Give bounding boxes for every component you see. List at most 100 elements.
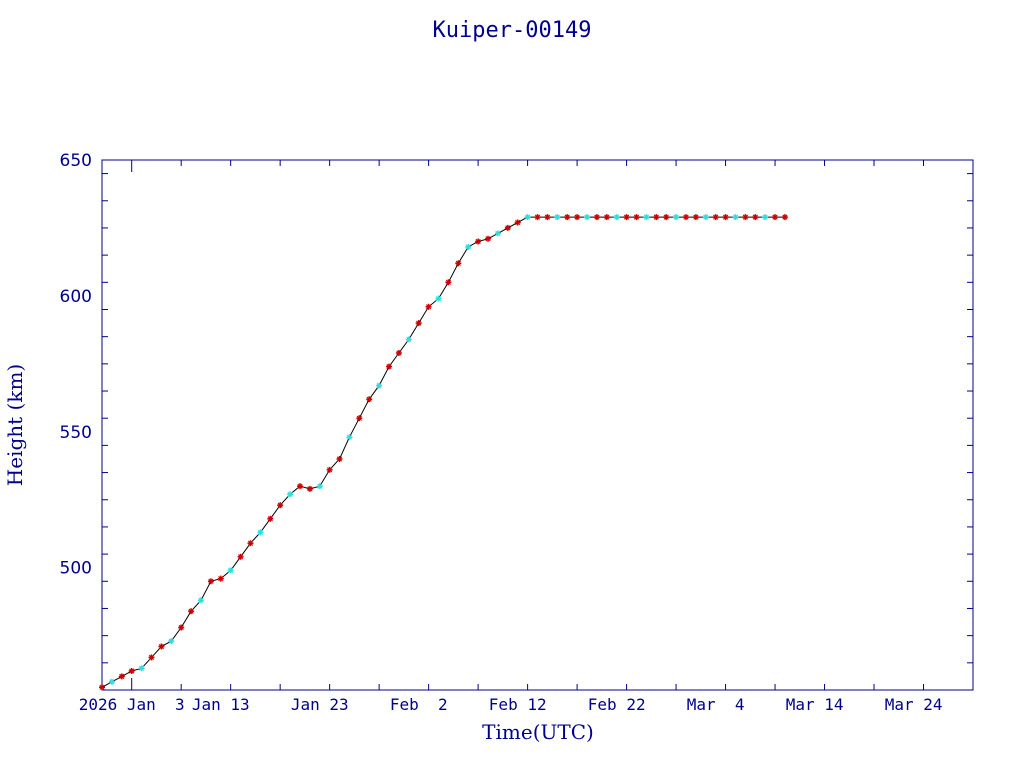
- data-point-stroke: [544, 214, 551, 220]
- data-point-stroke: [614, 214, 620, 220]
- series-line: [101, 216, 785, 688]
- x-tick-label: Mar 24: [885, 695, 943, 714]
- data-point: [148, 654, 155, 661]
- data-point: [168, 638, 175, 645]
- data-point: [613, 214, 620, 221]
- data-point: [326, 466, 333, 473]
- data-point-stroke: [208, 578, 214, 584]
- data-point-stroke: [257, 529, 264, 536]
- y-tick-label: 650: [60, 151, 92, 171]
- data-point-stroke: [326, 467, 333, 473]
- data-point: [376, 382, 383, 389]
- data-point: [267, 515, 274, 522]
- data-point: [712, 214, 719, 221]
- data-point: [237, 553, 244, 560]
- data-point: [336, 456, 343, 462]
- data-point-stroke: [772, 214, 778, 220]
- data-point: [178, 624, 185, 631]
- data-point: [564, 214, 571, 221]
- data-point: [158, 643, 165, 650]
- data-point-stroke: [515, 219, 521, 226]
- data-point-stroke: [198, 597, 204, 603]
- data-point: [702, 214, 709, 221]
- data-point: [435, 295, 442, 302]
- data-point-stroke: [534, 214, 541, 220]
- data-point-stroke: [99, 684, 105, 690]
- data-point: [445, 279, 452, 286]
- x-axis-label: Time(UTC): [482, 720, 594, 744]
- data-point: [663, 214, 670, 221]
- data-point-stroke: [574, 214, 580, 220]
- data-point-stroke: [396, 350, 402, 356]
- data-point: [722, 214, 729, 221]
- data-point: [762, 214, 769, 221]
- data-point: [475, 238, 482, 245]
- data-point: [494, 230, 501, 237]
- y-axis-ticks: [102, 173, 973, 664]
- data-point-stroke: [762, 214, 768, 220]
- data-point: [425, 303, 432, 310]
- data-point: [257, 529, 264, 536]
- data-point-stroke: [445, 279, 452, 285]
- data-point: [306, 485, 313, 492]
- data-point: [415, 320, 422, 327]
- data-point-stroke: [287, 491, 293, 497]
- x-tick-label: Mar 4: [687, 695, 745, 714]
- data-point-stroke: [564, 214, 570, 220]
- data-point: [227, 567, 234, 574]
- data-point: [247, 540, 254, 547]
- data-point-stroke: [495, 230, 501, 237]
- data-point-stroke: [594, 214, 600, 220]
- data-point: [207, 578, 214, 585]
- data-point: [128, 668, 135, 674]
- x-axis-tick-labels: 2026 Jan 3 Jan 13 Jan 23 Feb 2 Feb 12 Feb 22 M…: [79, 695, 943, 714]
- data-point-stroke: [376, 382, 382, 389]
- data-point-stroke: [386, 363, 392, 370]
- data-point: [683, 214, 689, 221]
- data-point-stroke: [119, 673, 125, 680]
- data-point-stroke: [425, 304, 432, 310]
- data-point-stroke: [297, 483, 303, 489]
- data-point-stroke: [673, 214, 679, 220]
- data-point: [514, 219, 521, 226]
- data-point: [465, 244, 472, 250]
- data-point: [574, 214, 581, 221]
- data-point: [633, 214, 640, 221]
- data-point: [584, 214, 590, 221]
- y-tick-label: 500: [60, 559, 92, 579]
- x-tick-label: 2026 Jan 3: [79, 695, 185, 714]
- data-point-stroke: [782, 214, 788, 220]
- data-point-stroke: [584, 214, 590, 220]
- data-point-stroke: [158, 643, 165, 650]
- data-point-stroke: [633, 214, 640, 220]
- data-point-stroke: [247, 540, 254, 546]
- data-point-stroke: [475, 238, 481, 245]
- y-tick-label: 550: [60, 423, 92, 443]
- data-point: [188, 608, 195, 615]
- data-point-stroke: [604, 214, 610, 220]
- data-point: [356, 415, 363, 422]
- data-point-stroke: [356, 415, 362, 421]
- data-point-stroke: [168, 638, 174, 644]
- data-point: [99, 684, 105, 691]
- data-point: [395, 350, 402, 356]
- data-point: [277, 502, 284, 509]
- x-tick-label: Feb 22: [588, 695, 646, 714]
- data-point-stroke: [485, 236, 491, 242]
- data-point-stroke: [406, 336, 412, 343]
- data-point-stroke: [663, 214, 669, 220]
- data-point: [118, 673, 125, 680]
- data-point-stroke: [742, 214, 749, 220]
- data-point: [534, 214, 541, 221]
- data-point-stroke: [148, 654, 155, 661]
- data-point-stroke: [465, 244, 471, 250]
- x-tick-label: Mar 14: [786, 695, 844, 714]
- data-point: [593, 214, 600, 221]
- data-point-stroke: [693, 214, 699, 220]
- data-point: [673, 214, 680, 221]
- data-point-stroke: [554, 214, 560, 220]
- plot-frame: [101, 159, 974, 691]
- data-point-stroke: [366, 396, 372, 402]
- data-point-stroke: [623, 214, 630, 220]
- data-point-stroke: [732, 214, 739, 220]
